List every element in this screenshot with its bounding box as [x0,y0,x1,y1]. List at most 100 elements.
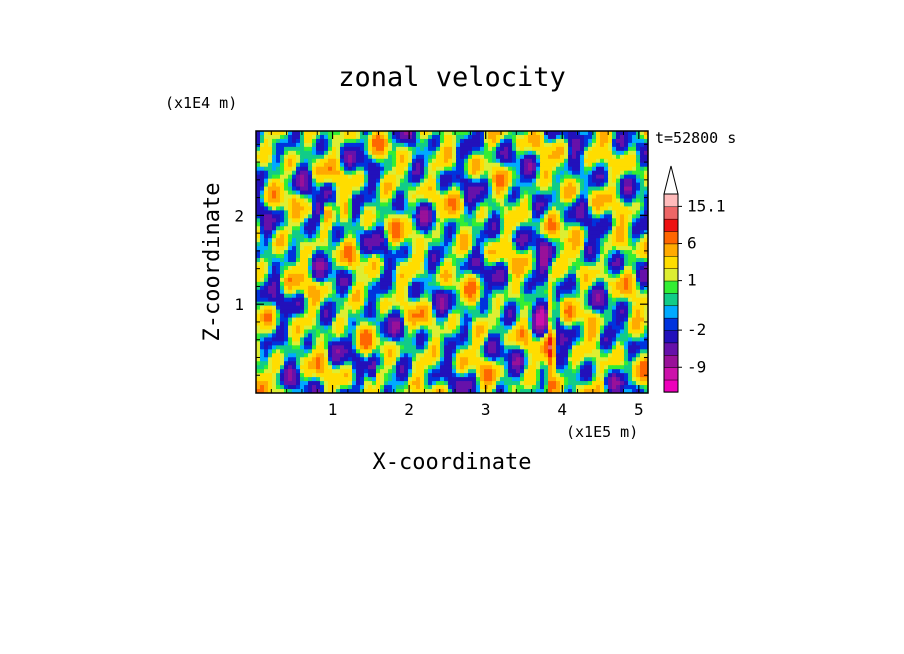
heatmap-cell [552,277,557,283]
heatmap-cell [356,158,361,164]
heatmap-cell [296,250,301,255]
heatmap-cell [628,218,633,223]
heatmap-cell [572,142,577,148]
heatmap-cell [452,269,457,275]
heatmap-cell [424,230,429,235]
heatmap-cell [504,325,509,331]
heatmap-cell [460,285,465,291]
heatmap-cell [564,301,569,307]
heatmap-cell [512,146,517,152]
heatmap-cell [272,317,277,323]
heatmap-cell [436,174,441,180]
heatmap-cell [376,206,381,211]
heatmap-cell [292,238,297,243]
heatmap-cell [508,146,513,152]
heatmap-cell [520,190,525,196]
heatmap-cell [332,131,337,136]
heatmap-cell [612,329,617,335]
heatmap-cell [412,182,417,188]
heatmap-cell [552,174,557,180]
heatmap-cell [620,226,625,231]
heatmap-cell [480,190,485,196]
heatmap-cell [616,238,621,243]
heatmap-cell [596,218,601,223]
heatmap-cell [624,182,629,188]
heatmap-cell [536,218,541,223]
heatmap-cell [328,234,333,239]
heatmap-cell [448,250,453,255]
heatmap-cell [496,325,501,331]
heatmap-cell [544,238,549,243]
heatmap-cell [292,210,297,215]
heatmap-cell [276,138,281,144]
heatmap-cell [500,250,505,255]
heatmap-cell [580,269,585,275]
heatmap-cell [452,138,457,144]
heatmap-cell [360,166,365,172]
heatmap-cell [396,174,401,180]
heatmap-cell [520,218,525,223]
heatmap-cell [372,226,377,231]
heatmap-cell [428,246,433,251]
heatmap-cell [496,321,501,327]
heatmap-cell [316,325,321,331]
heatmap-cell [560,329,565,335]
heatmap-cell [364,131,369,136]
heatmap-cell [304,182,309,188]
heatmap-cell [616,138,621,144]
heatmap-cell [312,325,317,331]
heatmap-cell [456,285,461,291]
heatmap-cell [568,269,573,275]
heatmap-cell [292,305,297,311]
heatmap-cell [416,202,421,208]
heatmap-cell [276,329,281,335]
heatmap-cell [428,242,433,247]
heatmap-cell [456,198,461,204]
heatmap-cell [472,226,477,231]
heatmap-cell [352,138,357,144]
heatmap-cell [504,246,509,251]
heatmap-cell [584,325,589,331]
heatmap-cell [528,182,533,188]
heatmap-cell [380,289,385,295]
heatmap-cell [640,258,645,263]
heatmap-cell [372,218,377,223]
heatmap-cell [560,142,565,148]
heatmap-cell [348,210,353,215]
heatmap-cell [476,317,481,323]
heatmap-cell [540,325,545,331]
heatmap-cell [312,321,317,327]
heatmap-cell [284,258,289,263]
heatmap-cell [516,321,521,327]
heatmap-cell [304,174,309,180]
heatmap-cell [536,186,541,192]
heatmap-cell [532,321,537,327]
heatmap-cell [612,186,617,192]
heatmap-cell [608,254,613,259]
heatmap-cell [476,238,481,243]
heatmap-cell [308,246,313,251]
heatmap-cell [612,131,617,136]
heatmap-cell [352,142,357,148]
heatmap-cell [272,182,277,188]
heatmap-cell [500,297,505,303]
heatmap-cell [640,198,645,204]
heatmap-cell [580,305,585,311]
heatmap-cell [412,297,417,303]
heatmap-cell [284,194,289,200]
heatmap-cell [288,234,293,239]
heatmap-cell [376,269,381,275]
heatmap-cell [428,325,433,331]
heatmap-cell [332,301,337,307]
heatmap-cell [528,317,533,323]
heatmap-cell [332,146,337,152]
heatmap-cell [264,194,269,200]
heatmap-cell [612,258,617,263]
heatmap-cell [464,170,469,176]
heatmap-cell [604,210,609,215]
heatmap-cell [328,226,333,231]
heatmap-cell [616,190,621,196]
heatmap-cell [504,293,509,299]
heatmap-cell [568,190,573,196]
heatmap-cell [536,321,541,327]
